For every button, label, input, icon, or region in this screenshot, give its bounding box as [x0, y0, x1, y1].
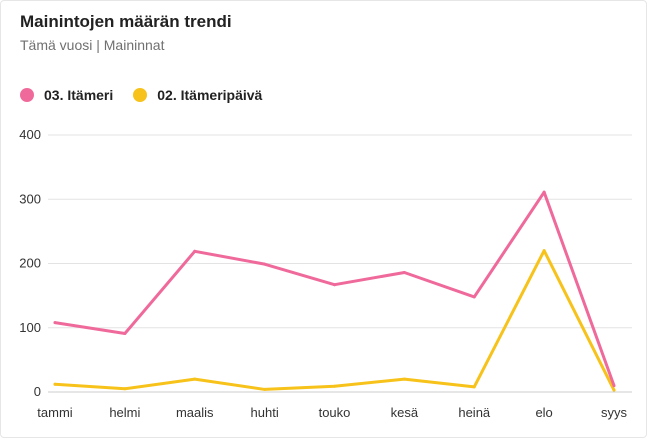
data-point — [193, 377, 197, 381]
series-line-2 — [53, 249, 616, 392]
legend-label: 02. Itämeripäivä — [157, 87, 263, 103]
legend: 03. Itämeri 02. Itämeripäivä — [20, 87, 282, 103]
data-point — [542, 249, 546, 253]
y-tick-label: 100 — [19, 320, 41, 335]
x-tick-label: touko — [319, 405, 351, 420]
data-point — [193, 249, 197, 253]
data-point — [123, 332, 127, 336]
x-tick-label: syys — [601, 405, 628, 420]
chart-subtitle: Tämä vuosi | Maininnat — [20, 37, 165, 53]
data-point — [402, 377, 406, 381]
y-tick-label: 400 — [19, 127, 41, 142]
x-tick-label: huhti — [251, 405, 279, 420]
x-tick-label: elo — [535, 405, 552, 420]
data-point — [612, 388, 616, 392]
legend-dot-icon — [133, 88, 148, 102]
x-tick-label: maalis — [176, 405, 214, 420]
series-line-1 — [53, 190, 616, 388]
data-point — [402, 270, 406, 274]
data-point — [333, 384, 336, 388]
y-tick-label: 300 — [19, 191, 41, 206]
legend-dot-icon — [20, 88, 34, 102]
data-point — [53, 382, 57, 386]
x-tick-label: heinä — [458, 405, 491, 420]
y-tick-label: 0 — [34, 384, 41, 399]
data-point — [333, 283, 336, 287]
x-tick-label: tammi — [37, 405, 73, 420]
data-point — [472, 295, 476, 299]
legend-item-series-1[interactable]: 03. Itämeri — [20, 87, 113, 103]
data-point — [263, 262, 267, 266]
data-point — [542, 190, 546, 194]
data-point — [263, 387, 267, 391]
legend-item-series-2[interactable]: 02. Itämeripäivä — [133, 87, 262, 103]
legend-label: 03. Itämeri — [44, 87, 114, 103]
data-point — [472, 385, 476, 389]
data-point — [123, 387, 127, 391]
x-tick-label: helmi — [109, 405, 140, 420]
x-tick-label: kesä — [391, 405, 419, 420]
y-tick-label: 200 — [19, 256, 41, 271]
data-point — [612, 384, 616, 388]
chart-title: Mainintojen määrän trendi — [20, 12, 232, 31]
data-point — [53, 321, 57, 325]
